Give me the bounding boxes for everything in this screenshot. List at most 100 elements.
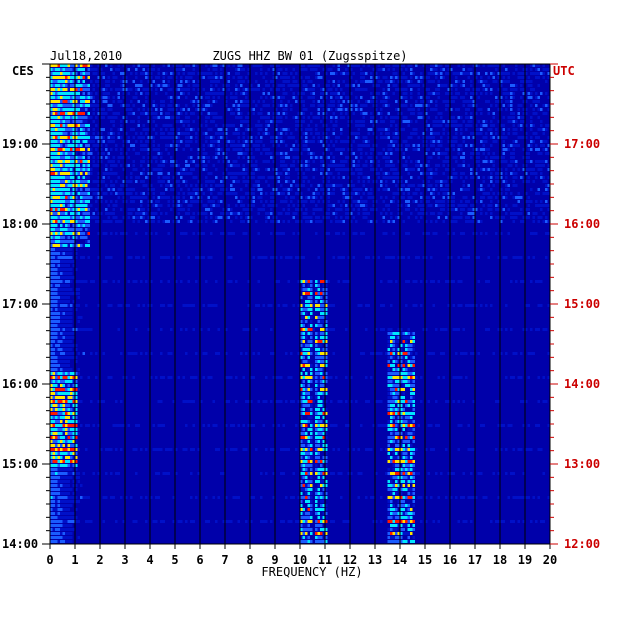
heatmap-cell — [97, 184, 100, 187]
heatmap-cell — [232, 212, 235, 215]
heatmap-cell — [272, 72, 275, 75]
heatmap-cell — [150, 76, 153, 79]
heatmap-cell — [295, 120, 298, 123]
heatmap-cell — [405, 180, 408, 183]
heatmap-cell — [52, 72, 55, 75]
heatmap-cell — [525, 72, 528, 75]
heatmap-cell — [257, 144, 260, 147]
heatmap-cell — [460, 164, 463, 167]
heatmap-cell — [335, 212, 338, 215]
heatmap-cell — [355, 156, 358, 159]
heatmap-cell — [370, 128, 373, 131]
heatmap-cell — [300, 76, 303, 79]
heatmap-cell — [467, 220, 470, 223]
heatmap-cell — [170, 128, 173, 131]
heatmap-cell — [120, 156, 123, 159]
heatmap-cell — [80, 96, 83, 99]
heatmap-cell — [195, 96, 198, 99]
heatmap-cell — [367, 80, 370, 83]
heatmap-cell — [142, 148, 145, 151]
heatmap-cell — [422, 204, 425, 207]
heatmap-cell — [255, 160, 258, 163]
heatmap-cell — [495, 216, 498, 219]
heatmap-cell — [60, 240, 63, 243]
heatmap-cell — [200, 96, 203, 99]
heatmap-cell — [60, 156, 63, 159]
heatmap-cell — [335, 208, 338, 211]
heatmap-cell — [505, 96, 508, 99]
heatmap-cell — [412, 144, 415, 147]
heatmap-cell — [115, 68, 118, 71]
heatmap-cell — [65, 252, 68, 255]
heatmap-cell — [405, 164, 408, 167]
heatmap-cell — [90, 68, 93, 71]
heatmap-cell — [475, 128, 478, 131]
heatmap-cell — [65, 228, 68, 231]
heatmap-cell — [300, 324, 303, 327]
heatmap-cell — [227, 208, 230, 211]
heatmap-cell — [237, 212, 240, 215]
heatmap-cell — [547, 144, 550, 147]
heatmap-cell — [67, 328, 70, 331]
heatmap-cell — [85, 280, 88, 283]
heatmap-cell — [487, 208, 490, 211]
heatmap-cell — [85, 176, 88, 179]
heatmap-cell — [197, 164, 200, 167]
heatmap-cell — [372, 132, 375, 135]
heatmap-cell — [272, 192, 275, 195]
heatmap-cell — [442, 120, 445, 123]
heatmap-cell — [472, 92, 475, 95]
heatmap-cell — [350, 100, 353, 103]
heatmap-cell — [242, 164, 245, 167]
heatmap-cell — [72, 240, 75, 243]
heatmap-cell — [100, 96, 103, 99]
heatmap-cell — [110, 88, 113, 91]
heatmap-cell — [467, 88, 470, 91]
heatmap-cell — [87, 92, 90, 95]
heatmap-cell — [460, 204, 463, 207]
heatmap-cell — [467, 304, 470, 307]
heatmap-cell — [52, 204, 55, 207]
heatmap-cell — [357, 204, 360, 207]
heatmap-cell — [55, 152, 58, 155]
heatmap-cell — [237, 76, 240, 79]
heatmap-cell — [57, 264, 60, 267]
heatmap-cell — [52, 288, 55, 291]
heatmap-cell — [117, 304, 120, 307]
heatmap-cell — [522, 148, 525, 151]
heatmap-cell — [67, 312, 70, 315]
heatmap-cell — [160, 328, 163, 331]
heatmap-cell — [225, 152, 228, 155]
heatmap-cell — [465, 72, 468, 75]
heatmap-cell — [117, 188, 120, 191]
heatmap-cell — [262, 76, 265, 79]
heatmap-cell — [112, 184, 115, 187]
heatmap-cell — [110, 68, 113, 71]
heatmap-cell — [440, 84, 443, 87]
heatmap-cell — [430, 188, 433, 191]
heatmap-cell — [195, 256, 198, 259]
heatmap-cell — [67, 332, 70, 335]
heatmap-cell — [245, 76, 248, 79]
heatmap-cell — [82, 172, 85, 175]
heatmap-cell — [485, 156, 488, 159]
heatmap-cell — [215, 68, 218, 71]
heatmap-cell — [102, 92, 105, 95]
heatmap-cell — [70, 252, 73, 255]
heatmap-cell — [175, 172, 178, 175]
heatmap-cell — [315, 64, 318, 67]
heatmap-cell — [227, 192, 230, 195]
heatmap-cell — [160, 152, 163, 155]
heatmap-cell — [257, 64, 260, 67]
heatmap-cell — [392, 192, 395, 195]
heatmap-cell — [442, 160, 445, 163]
heatmap-cell — [322, 136, 325, 139]
heatmap-cell — [430, 100, 433, 103]
heatmap-cell — [230, 256, 233, 259]
heatmap-cell — [132, 160, 135, 163]
heatmap-cell — [195, 100, 198, 103]
heatmap-cell — [70, 280, 73, 283]
heatmap-cell — [335, 148, 338, 151]
heatmap-cell — [142, 208, 145, 211]
heatmap-cell — [75, 280, 78, 283]
